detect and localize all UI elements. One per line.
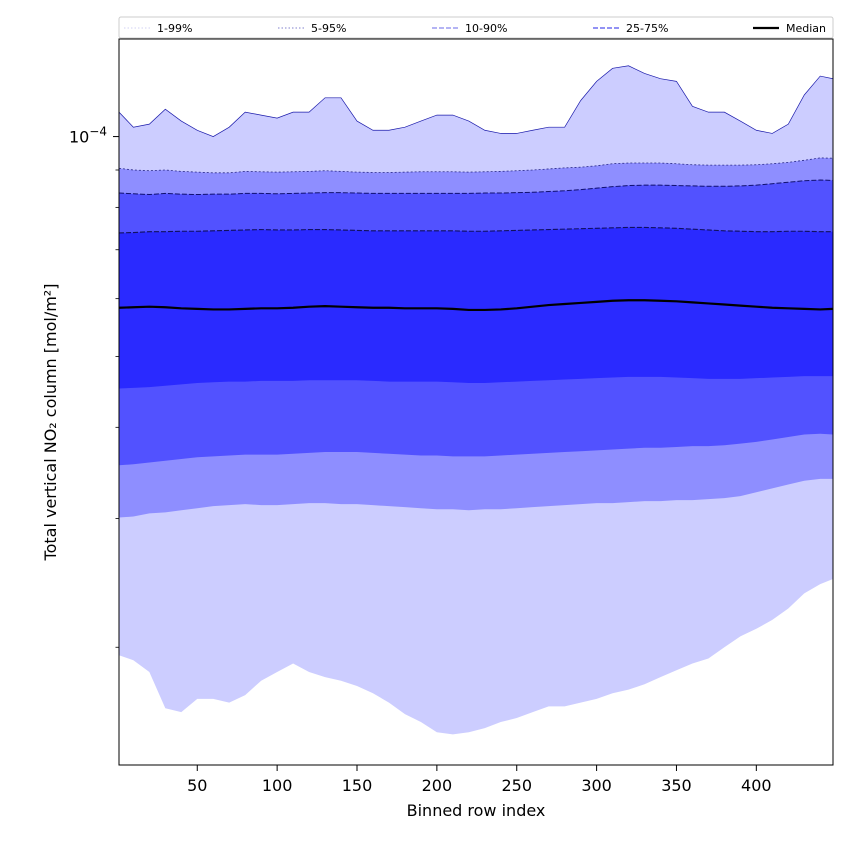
legend-label: Median xyxy=(786,22,826,35)
x-tick-label: 350 xyxy=(661,776,692,795)
x-tick-label: 200 xyxy=(422,776,453,795)
band-25-75-upper-line xyxy=(118,226,833,234)
x-tick-label: 300 xyxy=(581,776,612,795)
legend-label: 5-95% xyxy=(311,22,346,35)
plot-frame xyxy=(118,38,834,766)
x-tick-label: 400 xyxy=(741,776,772,795)
x-tick-label: 100 xyxy=(262,776,293,795)
lines-layer xyxy=(118,65,834,312)
legend-label: 25-75% xyxy=(626,22,668,35)
bands-layer xyxy=(119,65,833,735)
y-axis: 10−4 xyxy=(69,125,119,648)
median-line xyxy=(118,299,834,312)
legend-label: 1-99% xyxy=(157,22,192,35)
x-axis: 50 100 150 200 250 300 350 400 xyxy=(187,765,772,795)
x-axis-label: Binned row index xyxy=(407,801,546,820)
y-tick-exponent: −4 xyxy=(89,125,107,139)
band-1-99-upper-line xyxy=(118,65,834,137)
legend-box xyxy=(118,16,834,39)
y-tick-base: 10 xyxy=(69,128,89,147)
band-25-75 xyxy=(119,227,833,389)
x-tick-label: 150 xyxy=(342,776,373,795)
band-10-90-upper-line xyxy=(118,179,834,196)
legend: 1-99% 5-95% 10-90% 25-75% Median xyxy=(118,16,834,39)
x-tick-label: 50 xyxy=(187,776,207,795)
x-tick-label: 250 xyxy=(501,776,532,795)
y-axis-label: Total vertical NO₂ column [mol/m²] xyxy=(41,284,60,562)
legend-label: 10-90% xyxy=(465,22,507,35)
y-tick-label: 10−4 xyxy=(69,125,107,147)
